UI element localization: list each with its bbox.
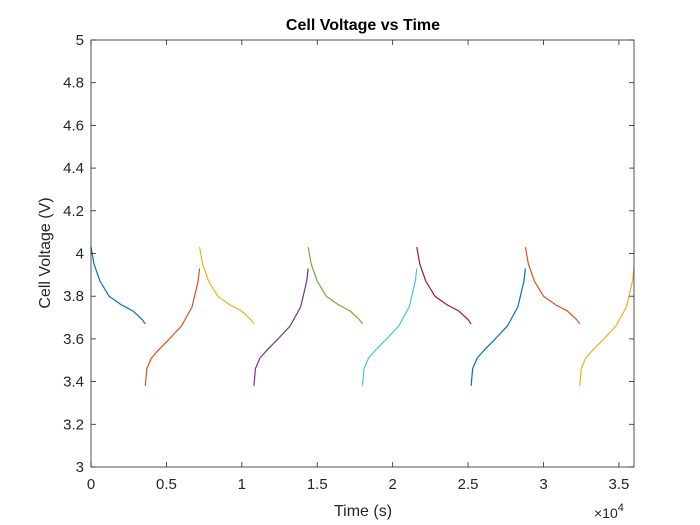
- plot-area: [90, 246, 635, 386]
- y-tick-label: 3.4: [63, 374, 84, 391]
- series-line-6: [361, 268, 418, 386]
- y-tick-label: 4.6: [63, 117, 84, 134]
- series-line-1: [90, 246, 146, 325]
- series-line-3: [199, 246, 255, 325]
- x-axis-exponent-power: 4: [618, 502, 624, 514]
- y-tick-label: 3: [76, 459, 84, 476]
- axes: 0 0.5 1 1.5 2 2.5 3 3.5 3 3.2 3.4 3.6 3.8 4 4.2 4.4 4.6 4…: [63, 32, 635, 493]
- series-line-10: [579, 268, 635, 386]
- y-axis-label: Cell Voltage (V): [37, 197, 54, 308]
- x-axis-exponent-base: ×10: [594, 505, 618, 521]
- series-line-7: [416, 246, 472, 325]
- x-tick-label: 0: [87, 476, 95, 493]
- series-line-5: [307, 246, 363, 325]
- x-axis-exponent: ×104: [594, 502, 624, 521]
- series-line-4: [253, 268, 309, 386]
- x-tick-label: 2: [388, 476, 396, 493]
- x-tick-label: 1.5: [307, 476, 328, 493]
- y-tick-label: 3.2: [63, 416, 84, 433]
- y-tick-label: 3.8: [63, 288, 84, 305]
- x-tick-label: 2.5: [458, 476, 479, 493]
- y-tick-label: 3.6: [63, 331, 84, 348]
- y-tick-label: 4.4: [63, 160, 84, 177]
- y-tick-label: 4.8: [63, 75, 84, 92]
- y-tick-label: 4: [76, 246, 84, 263]
- series-line-2: [144, 268, 201, 386]
- x-tick-label: 1: [238, 476, 246, 493]
- y-tick-label: 5: [76, 32, 84, 49]
- x-tick-label: 0.5: [156, 476, 177, 493]
- series-line-9: [524, 246, 581, 325]
- x-axis-label: Time (s): [334, 503, 392, 520]
- y-tick-label: 4.2: [63, 203, 84, 220]
- chart-title: Cell Voltage vs Time: [286, 17, 440, 34]
- axes-box: [90, 39, 635, 468]
- x-tick-label: 3: [539, 476, 547, 493]
- x-tick-label: 3.5: [608, 476, 629, 493]
- series-line-8: [470, 268, 526, 386]
